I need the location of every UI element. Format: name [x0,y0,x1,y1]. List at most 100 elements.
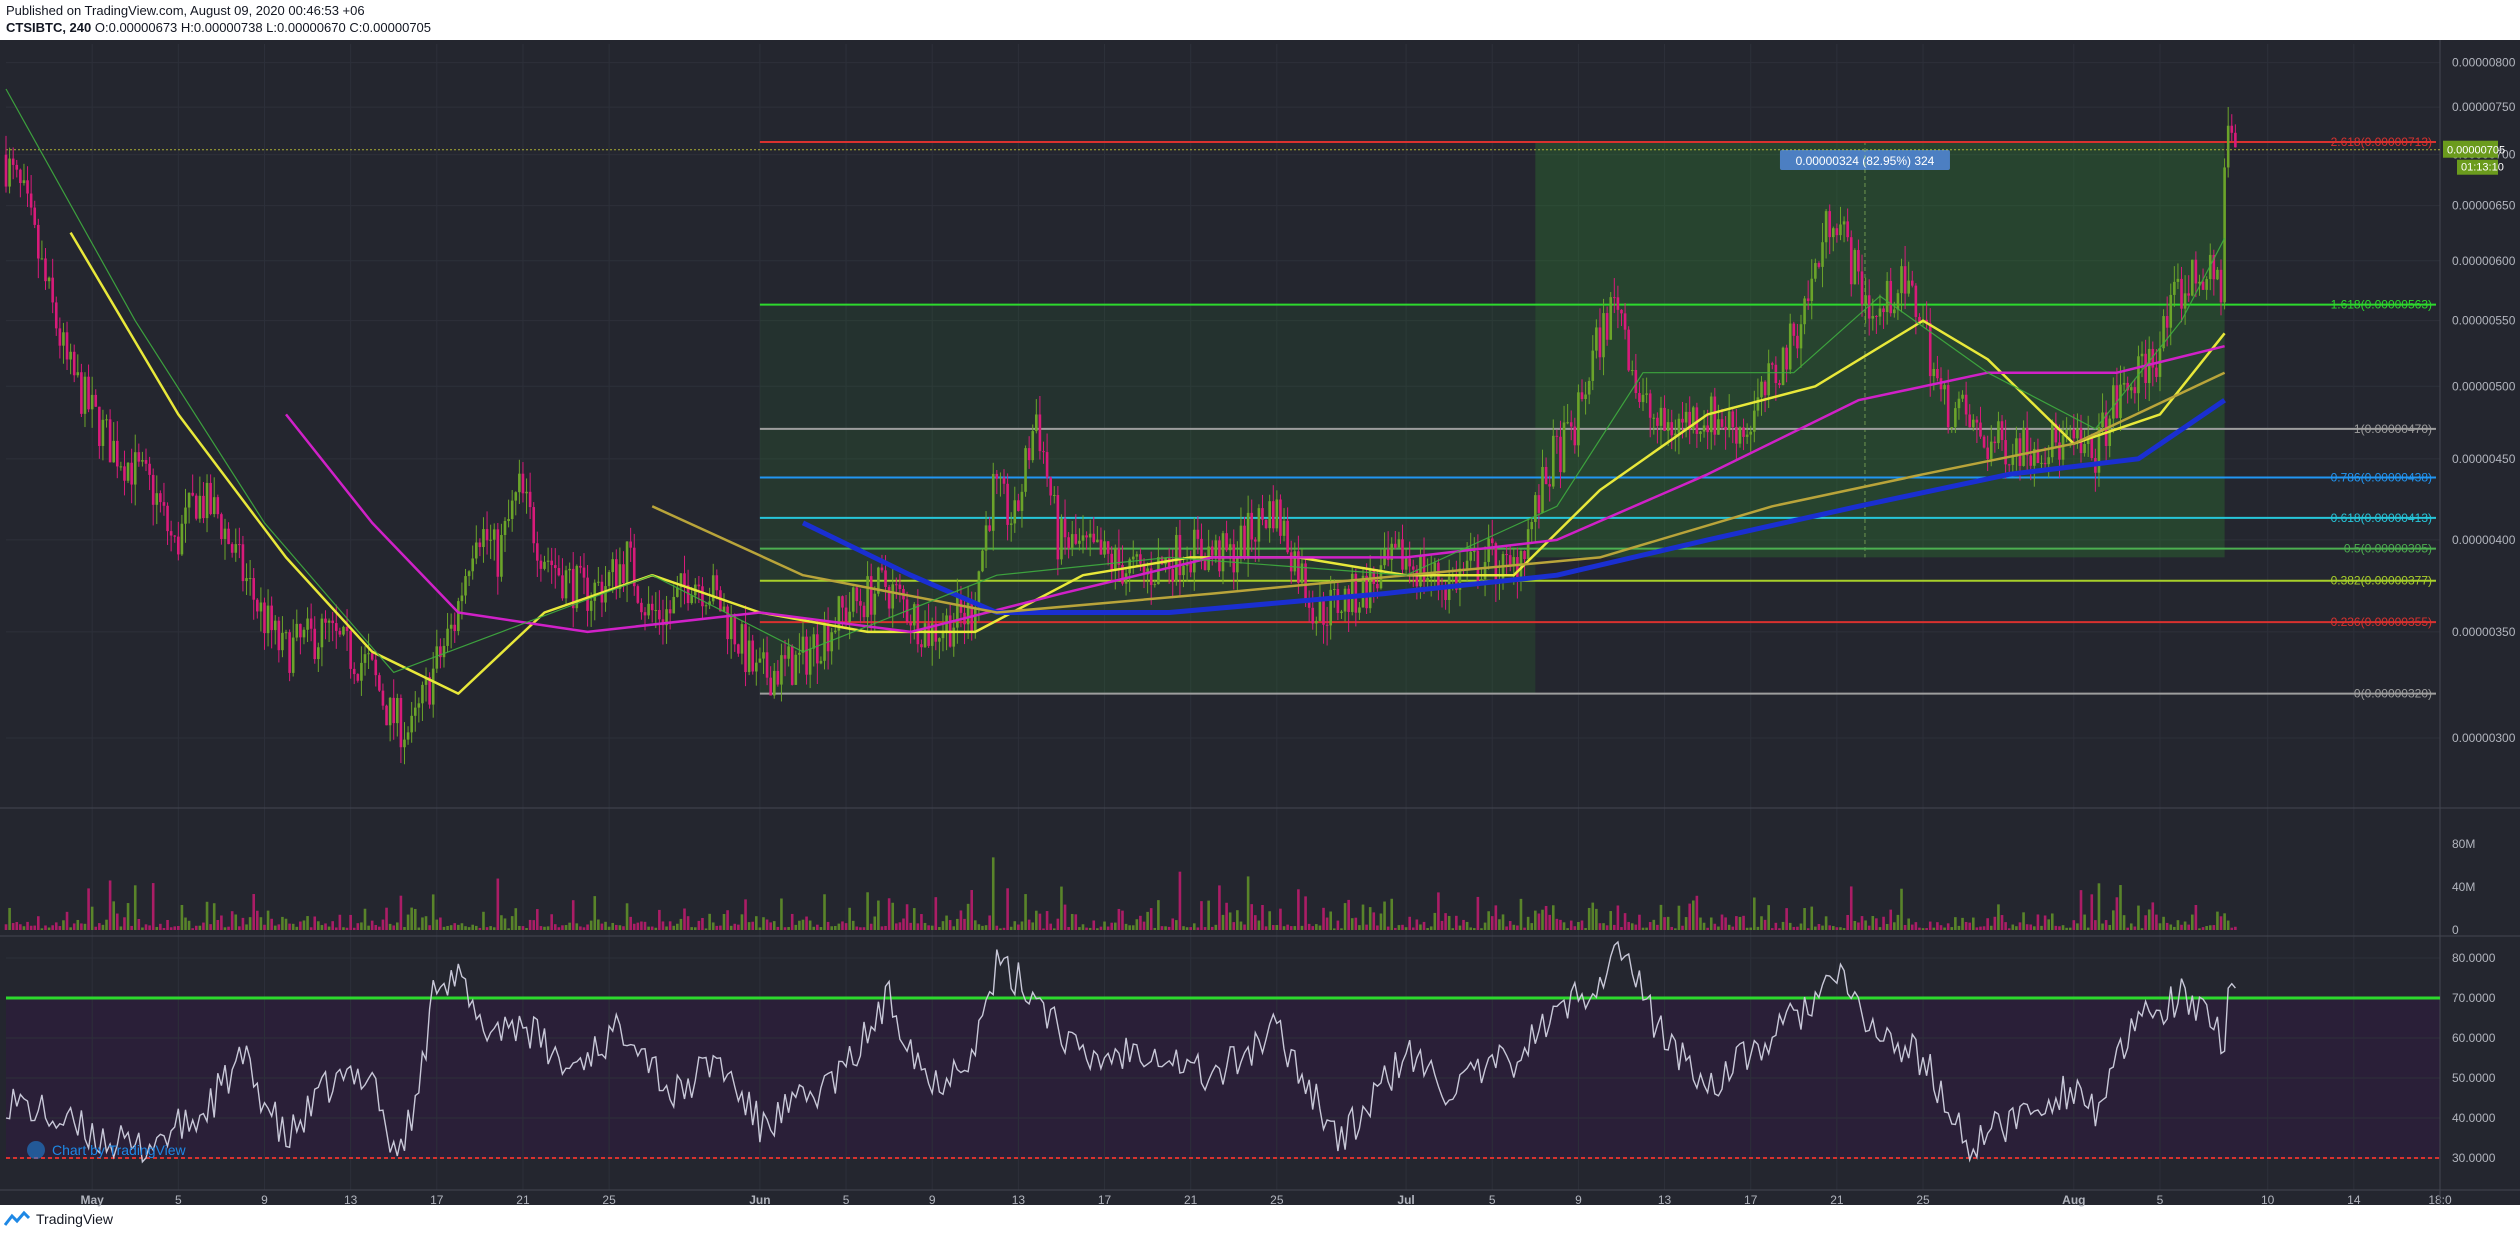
candle-body [510,500,514,520]
volume-bar [173,926,177,930]
candle-body [1634,370,1638,394]
candle-body [202,495,205,519]
volume-bar [2108,924,2112,930]
volume-bar [299,921,302,930]
candle-body [1638,393,1641,403]
volume-bar [8,907,11,930]
candle-body [334,623,338,631]
candle-body [241,544,245,582]
time-axis-tick: 5 [843,1193,850,1207]
candle-body [1688,411,1691,430]
volume-bar [614,924,618,930]
volume-bar [862,927,866,930]
candle-body [1806,298,1810,302]
volume-bar [1659,904,1663,930]
candle-body [1753,410,1756,432]
volume-bar [1882,916,1885,930]
candle-body [855,587,859,602]
candle-body [1717,419,1720,435]
volume-bar [1207,900,1210,930]
candle-body [76,372,80,376]
volume-bar [80,923,83,930]
volume-bar [640,921,643,930]
volume-bar [1027,919,1031,930]
candle-body [1415,569,1419,587]
volume-bar [1702,922,1706,930]
volume-bar [54,922,58,930]
candle-body [1279,499,1282,536]
volume-bar [1989,925,1993,930]
volume-bar [844,923,848,930]
volume-bar [230,911,234,930]
volume-bar [266,910,270,930]
volume-bar [1315,924,1318,930]
candle-body [187,492,191,508]
volume-bar [1778,928,1781,930]
volume-bar [1149,908,1153,930]
volume-bar [1569,920,1573,930]
volume-bar [1394,927,1397,930]
candle-body [1792,323,1796,336]
candle-body [1756,397,1760,411]
candle-body [1602,313,1605,358]
volume-bar [851,920,855,930]
volume-bar [1322,907,1325,930]
volume-bar [1878,927,1882,930]
candle-body [521,473,525,494]
candle-body [259,602,263,612]
candle-body [859,601,862,606]
volume-bar [1857,922,1860,930]
candle-body [1681,418,1684,423]
volume-bar [690,927,693,930]
volume-bar [941,921,945,930]
volume-bar [1767,905,1770,930]
volume-bar [891,902,895,930]
candle-body [130,462,133,485]
volume-bar [711,922,715,930]
volume-bar [255,910,259,930]
candle-body [884,570,887,587]
candle-body [1878,308,1882,317]
candle-body [317,647,320,660]
volume-bar [1559,919,1562,930]
candle-body [381,690,385,706]
candle-body [762,652,765,659]
candle-body [313,628,317,660]
candle-body [299,623,302,638]
time-axis-tick: 25 [602,1193,616,1207]
candle-body [396,697,399,724]
volume-bar [665,926,668,930]
volume-bar [1753,897,1756,930]
volume-bar [471,924,474,930]
time-axis-tick: 10 [2261,1193,2275,1207]
candle-body [1569,422,1573,427]
volume-bar [1343,903,1347,930]
candle-body [54,302,58,329]
candle-body [1218,540,1221,572]
candle-body [94,394,98,407]
volume-bar [2000,915,2004,930]
candle-body [2162,316,2165,349]
volume-bar [209,924,212,930]
candle-body [2040,462,2043,464]
candle-body [991,473,995,531]
volume-bar [866,892,869,930]
volume-bar [1763,919,1767,930]
volume-bar [1648,922,1652,930]
price-axis-tick: 0.00000800 [2452,56,2516,70]
volume-bar [880,926,884,930]
volume-bar [729,925,733,930]
footer-brand[interactable]: TradingView [4,1210,113,1228]
volume-bar [137,918,141,930]
volume-bar [378,926,381,930]
volume-bar [823,894,826,930]
candle-body [1954,408,1957,428]
candle-body [155,493,159,505]
volume-bar [406,914,410,930]
candle-body [1167,557,1171,570]
candle-body [467,571,471,577]
volume-bar [1695,895,1699,930]
time-axis-tick: 13 [1012,1193,1026,1207]
volume-bar [248,917,252,930]
